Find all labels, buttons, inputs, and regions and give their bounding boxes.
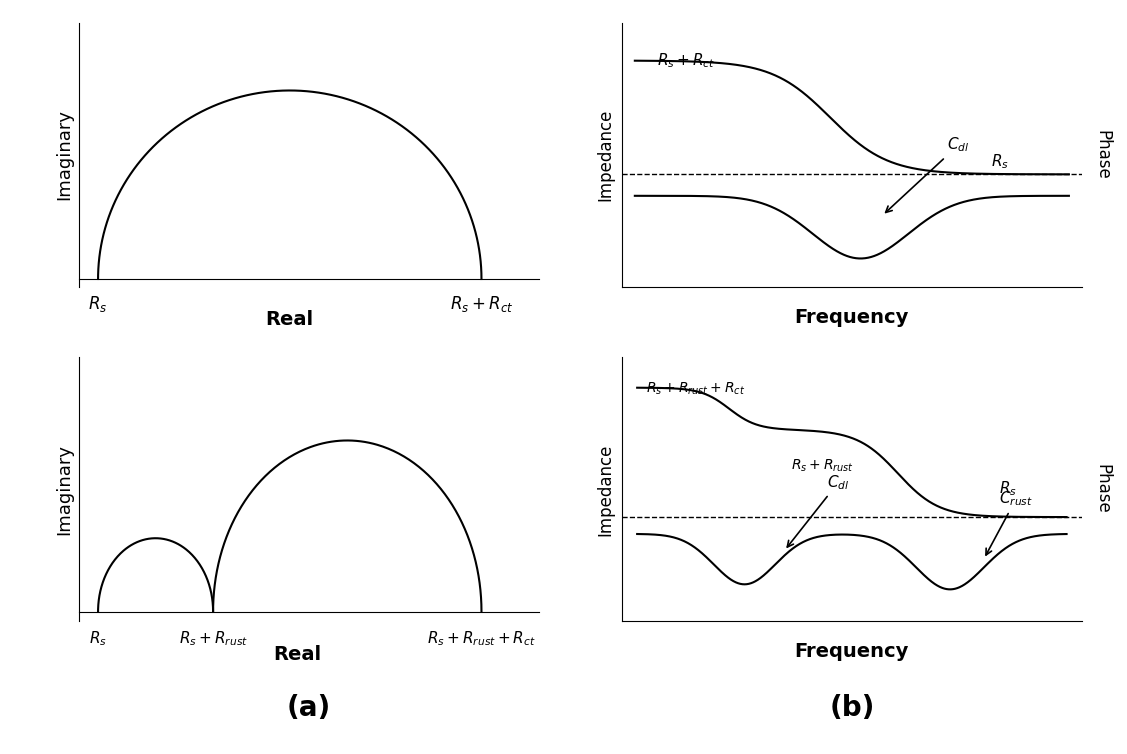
- Text: $C_{dl}$: $C_{dl}$: [788, 473, 850, 547]
- Text: (a): (a): [286, 694, 331, 722]
- Text: $R_s$: $R_s$: [88, 295, 108, 314]
- Text: $R_s+R_{ct}$: $R_s+R_{ct}$: [657, 51, 715, 70]
- Text: Real: Real: [274, 645, 321, 664]
- Y-axis label: Impedance: Impedance: [597, 109, 615, 201]
- Text: Phase: Phase: [1093, 464, 1111, 514]
- Text: Frequency: Frequency: [795, 642, 909, 661]
- Y-axis label: Imaginary: Imaginary: [55, 109, 73, 200]
- Text: $C_{rust}$: $C_{rust}$: [986, 489, 1033, 555]
- Text: $R_s$: $R_s$: [991, 152, 1009, 171]
- Text: (b): (b): [829, 694, 875, 722]
- Text: $R_s$: $R_s$: [89, 630, 107, 648]
- Text: Real: Real: [266, 311, 313, 329]
- Text: Frequency: Frequency: [795, 308, 909, 326]
- Y-axis label: Imaginary: Imaginary: [55, 444, 73, 535]
- Text: $R_s$: $R_s$: [1000, 480, 1017, 498]
- Text: $R_s+R_{ct}$: $R_s+R_{ct}$: [450, 295, 513, 314]
- Text: Phase: Phase: [1093, 130, 1111, 179]
- Y-axis label: Impedance: Impedance: [597, 443, 615, 535]
- Text: $R_s+R_{rust}+R_{ct}$: $R_s+R_{rust}+R_{ct}$: [647, 381, 746, 397]
- Text: $C_{dl}$: $C_{dl}$: [886, 136, 969, 213]
- Text: $R_s+R_{rust}+R_{ct}$: $R_s+R_{rust}+R_{ct}$: [427, 630, 536, 648]
- Text: $R_s+R_{rust}$: $R_s+R_{rust}$: [178, 630, 248, 648]
- Text: $R_s+R_{rust}$: $R_s+R_{rust}$: [790, 458, 853, 474]
